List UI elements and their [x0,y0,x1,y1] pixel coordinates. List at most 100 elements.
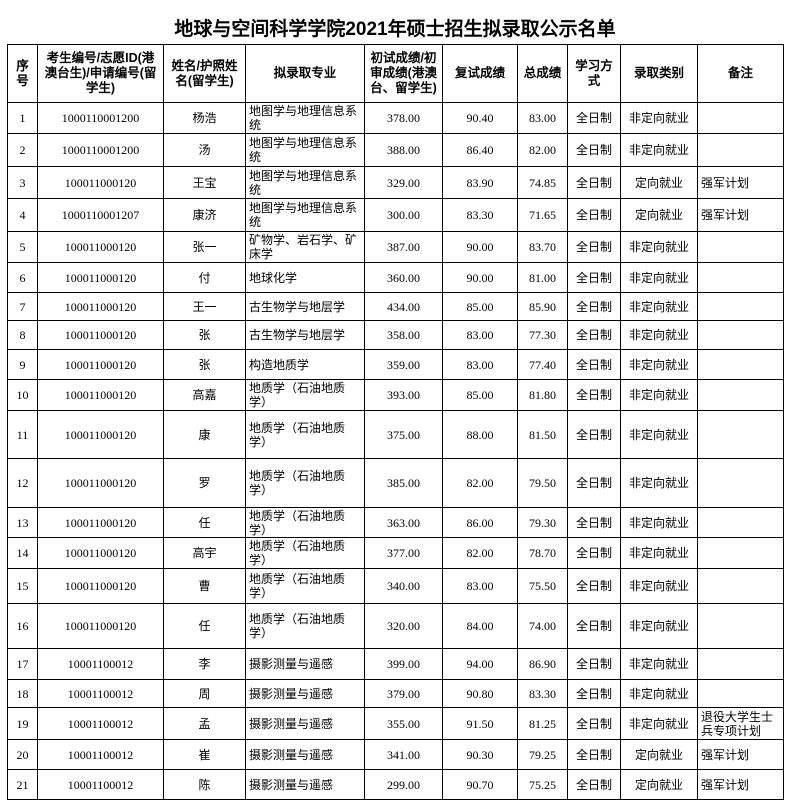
table-cell: 82.00 [442,458,518,508]
table-cell: 定向就业 [620,166,698,199]
table-cell: 地图学与地理信息系统 [245,133,365,167]
table-cell: 84.00 [442,603,518,649]
table-cell: 75.25 [517,769,568,800]
table-cell: 陈 [163,769,246,800]
table-cell: 4 [7,198,38,232]
table-cell: 地质学（石油地质学） [245,507,365,538]
table-cell: 定向就业 [620,198,698,232]
table-cell: 1000110001200 [37,133,164,167]
table-cell: 孟 [163,707,246,740]
table-cell: 全日制 [567,166,621,199]
table-cell: 11 [7,410,38,459]
table-cell: 非定向就业 [620,507,698,538]
table-cell: 地图学与地理信息系统 [245,198,365,232]
table-cell [697,349,784,380]
table-cell: 15 [7,568,38,604]
table-cell: 378.00 [364,102,443,134]
table-cell: 379.00 [364,679,443,708]
table-cell: 摄影测量与遥感 [245,769,365,800]
table-cell: 85.00 [442,379,518,411]
table-cell: 汤 [163,133,246,167]
table-cell: 18 [7,679,38,708]
table-cell: 地图学与地理信息系统 [245,102,365,134]
table-cell: 83.00 [442,568,518,604]
table-cell: 全日制 [567,410,621,459]
table-cell: 83.90 [442,166,518,199]
table-cell: 曹 [163,568,246,604]
table-cell: 地质学（石油地质学） [245,537,365,569]
table-cell: 强军计划 [697,166,784,199]
table-cell: 全日制 [567,349,621,380]
table-cell: 100011000120 [37,379,164,411]
table-cell: 100011000120 [37,292,164,321]
table-cell: 377.00 [364,537,443,569]
table-cell: 100011000120 [37,458,164,508]
header-cell: 拟录取专业 [245,44,365,103]
table-cell: 定向就业 [620,739,698,770]
table-cell: 17 [7,648,38,680]
table-cell: 83.00 [442,349,518,380]
header-cell: 考生编号/志愿ID(港澳台生)/申请编号(留学生) [37,44,164,103]
table-cell: 83.30 [442,198,518,232]
admission-table: 序号 考生编号/志愿ID(港澳台生)/申请编号(留学生) 姓名/护照姓名(留学生) 拟… [7,44,784,800]
header-cell: 复试成绩 [442,44,518,103]
table-cell: 张 [163,320,246,350]
table-cell [697,568,784,604]
table-cell: 摄影测量与遥感 [245,648,365,680]
table-cell: 7 [7,292,38,321]
table-cell: 90.30 [442,739,518,770]
table-cell: 非定向就业 [620,320,698,350]
table-cell: 地质学（石油地质学） [245,379,365,411]
table-cell: 康 [163,410,246,459]
table-cell: 全日制 [567,198,621,232]
table-row: 3 100011000120 王宝 地图学与地理信息系统 329.00 83.90 74.8… [7,166,784,199]
table-cell [697,648,784,680]
table-cell: 非定向就业 [620,133,698,167]
table-cell: 3 [7,166,38,199]
table-cell: 非定向就业 [620,379,698,411]
table-cell: 75.50 [517,568,568,604]
table-cell: 李 [163,648,246,680]
table-row: 4 1000110001207 康济 地图学与地理信息系统 300.00 83.30 71.… [7,198,784,232]
table-cell: 79.50 [517,458,568,508]
table-row: 19 10001100012 孟摄影测量与遥感 355.00 91.50 81.25 全日制… [7,707,784,740]
table-cell: 8 [7,320,38,350]
table-cell: 周 [163,679,246,708]
table-cell [697,507,784,538]
table-cell: 张一 [163,231,246,263]
table-cell: 83.30 [517,679,568,708]
table-cell: 90.40 [442,102,518,134]
table-cell: 16 [7,603,38,649]
table-cell: 高宇 [163,537,246,569]
table-cell: 90.80 [442,679,518,708]
table-row: 16 100011000120 任地质学（石油地质学） 320.00 84.00 74.0… [7,603,784,649]
table-cell: 434.00 [364,292,443,321]
table-cell: 10001100012 [37,648,164,680]
table-cell: 74.85 [517,166,568,199]
table-cell: 100011000120 [37,507,164,538]
table-row: 11 100011000120 康地质学（石油地质学） 375.00 88.00 81.5… [7,410,784,459]
table-cell: 任 [163,507,246,538]
table-cell: 全日制 [567,458,621,508]
table-cell: 付 [163,262,246,293]
table-cell: 86.00 [442,507,518,538]
table-cell: 299.00 [364,769,443,800]
table-cell: 古生物学与地层学 [245,320,365,350]
table-cell: 10001100012 [37,739,164,770]
table-cell: 非定向就业 [620,568,698,604]
table-cell: 全日制 [567,603,621,649]
table-row: 9 100011000120 张构造地质学 359.00 83.00 77.40 全日制 非定… [7,349,784,380]
table-cell [697,262,784,293]
table-cell [697,679,784,708]
table-cell: 86.40 [442,133,518,167]
table-cell: 非定向就业 [620,458,698,508]
table-cell: 摄影测量与遥感 [245,679,365,708]
table-cell: 全日制 [567,648,621,680]
table-cell [697,603,784,649]
table-cell: 10001100012 [37,707,164,740]
table-cell: 1000110001207 [37,198,164,232]
table-cell: 88.00 [442,410,518,459]
table-cell: 地质学（石油地质学） [245,568,365,604]
table-cell [697,537,784,569]
table-cell: 85.90 [517,292,568,321]
